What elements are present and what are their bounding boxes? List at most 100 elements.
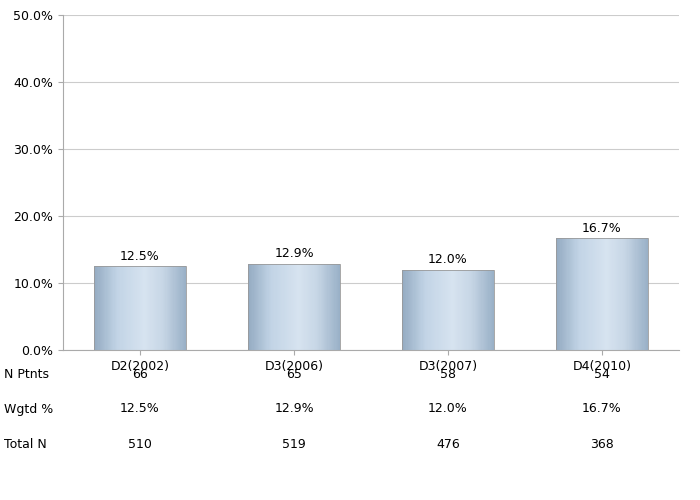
Bar (337, 264, 338, 350)
Bar (608, 238, 609, 350)
Bar (634, 238, 636, 350)
Bar (469, 270, 470, 350)
Bar (94, 266, 95, 350)
Bar (402, 270, 403, 350)
Bar (565, 238, 566, 350)
Bar (281, 264, 283, 350)
Bar (617, 238, 618, 350)
Bar (118, 266, 120, 350)
Bar (294, 264, 295, 350)
Bar (104, 266, 106, 350)
Bar (318, 264, 320, 350)
Bar (94, 266, 186, 350)
Bar (302, 264, 303, 350)
Bar (271, 264, 272, 350)
Bar (269, 264, 270, 350)
Bar (165, 266, 167, 350)
Bar (149, 266, 150, 350)
Bar (139, 266, 140, 350)
Bar (570, 238, 571, 350)
Bar (598, 238, 600, 350)
Bar (331, 264, 332, 350)
Bar (577, 238, 578, 350)
Bar (129, 266, 130, 350)
Bar (470, 270, 471, 350)
Bar (596, 238, 598, 350)
Bar (249, 264, 251, 350)
Bar (272, 264, 274, 350)
Bar (183, 266, 184, 350)
Bar (620, 238, 622, 350)
Bar (594, 238, 595, 350)
Bar (255, 264, 256, 350)
Bar (185, 266, 186, 350)
Bar (150, 266, 152, 350)
Bar (410, 270, 411, 350)
Bar (135, 266, 136, 350)
Bar (587, 238, 588, 350)
Bar (461, 270, 462, 350)
Bar (620, 238, 621, 350)
Bar (557, 238, 559, 350)
Bar (424, 270, 425, 350)
Bar (133, 266, 134, 350)
Bar (416, 270, 417, 350)
Text: 12.0%: 12.0% (428, 402, 468, 415)
Bar (163, 266, 164, 350)
Bar (442, 270, 444, 350)
Bar (632, 238, 634, 350)
Bar (303, 264, 304, 350)
Bar (172, 266, 174, 350)
Bar (485, 270, 486, 350)
Bar (265, 264, 267, 350)
Bar (439, 270, 440, 350)
Bar (414, 270, 416, 350)
Text: 65: 65 (286, 368, 302, 380)
Bar (248, 264, 249, 350)
Bar (305, 264, 307, 350)
Bar (296, 264, 297, 350)
Bar (324, 264, 326, 350)
Bar (101, 266, 102, 350)
Bar (95, 266, 97, 350)
Bar (444, 270, 446, 350)
Bar (588, 238, 589, 350)
Bar (278, 264, 279, 350)
Bar (259, 264, 260, 350)
Bar (301, 264, 302, 350)
Bar (287, 264, 288, 350)
Bar (147, 266, 148, 350)
Bar (638, 238, 639, 350)
Bar (140, 266, 141, 350)
Bar (491, 270, 492, 350)
Bar (169, 266, 170, 350)
Text: 12.5%: 12.5% (120, 402, 160, 415)
Text: 66: 66 (132, 368, 148, 380)
Bar (622, 238, 623, 350)
Bar (97, 266, 99, 350)
Bar (274, 264, 276, 350)
Bar (446, 270, 447, 350)
Bar (103, 266, 104, 350)
Bar (455, 270, 456, 350)
Bar (579, 238, 580, 350)
Bar (273, 264, 274, 350)
Bar (568, 238, 570, 350)
Text: 58: 58 (440, 368, 456, 380)
Bar (484, 270, 485, 350)
Text: 510: 510 (128, 438, 152, 450)
Bar (122, 266, 124, 350)
Bar (433, 270, 434, 350)
Bar (434, 270, 435, 350)
Bar (582, 238, 584, 350)
Bar (600, 238, 601, 350)
Bar (300, 264, 301, 350)
Bar (257, 264, 258, 350)
Bar (102, 266, 103, 350)
Bar (437, 270, 438, 350)
Bar (332, 264, 333, 350)
Bar (289, 264, 290, 350)
Bar (482, 270, 483, 350)
Bar (328, 264, 329, 350)
Bar (262, 264, 264, 350)
